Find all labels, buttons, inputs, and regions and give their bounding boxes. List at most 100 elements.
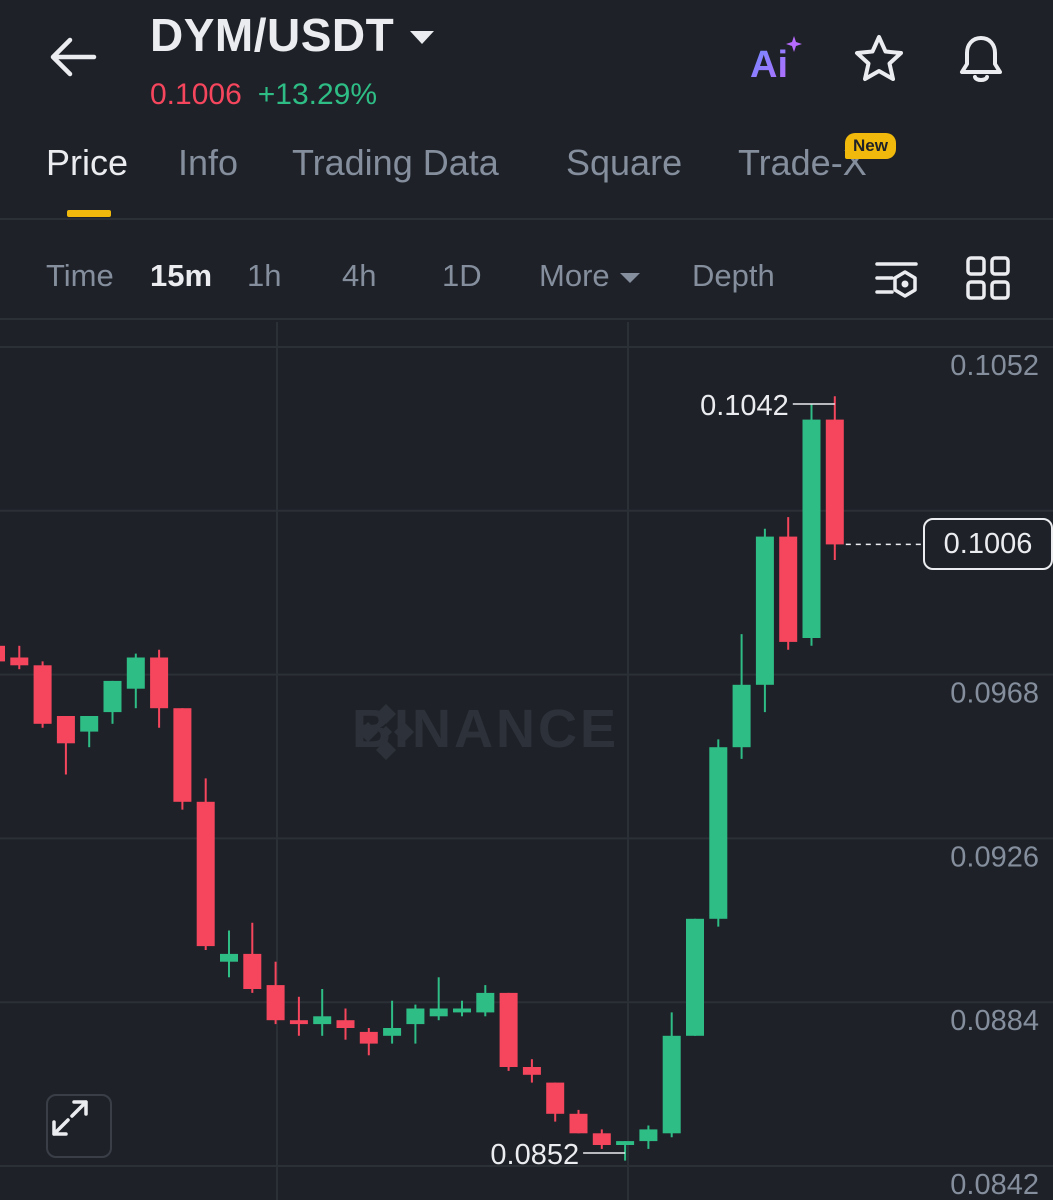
star-icon [855,35,903,81]
candle-body [173,708,192,802]
layout-grid-button[interactable] [962,252,1014,304]
candle-body [10,657,29,666]
candle-body [499,992,518,1067]
favorite-button[interactable] [850,32,908,86]
candle [56,716,75,775]
candle [0,645,5,662]
grid-icon [966,256,1010,300]
pair-selector[interactable]: DYM/USDT [150,8,435,62]
candle-body [150,657,169,709]
candle [80,716,99,748]
watermark: BINANCE [352,698,619,760]
candle-body [825,419,844,545]
candle-body [522,1067,541,1075]
candle [825,396,844,560]
candle-body [336,1020,355,1028]
candle-body [429,1008,448,1017]
fullscreen-button[interactable] [46,1094,112,1158]
candle [383,1000,402,1044]
candle [616,1141,635,1161]
indicator-settings-button[interactable] [872,252,924,304]
candle [686,918,704,1036]
interval-time[interactable]: Time [46,258,114,293]
header: DYM/USDT 0.1006 +13.29% Ai [0,0,1053,125]
candle [266,961,285,1025]
alert-button[interactable] [952,32,1010,86]
candle [569,1109,588,1134]
y-tick-label: 0.0926 [950,841,1039,873]
candle-body [196,801,215,947]
current-price-tag: 0.1006 [923,518,1053,571]
candle-body [662,1035,681,1134]
candle-body [616,1141,635,1145]
candle-body [243,953,262,989]
candle-body [220,953,238,962]
candle [313,989,332,1036]
y-tick-label: 0.0968 [950,678,1039,710]
candle [709,739,728,927]
back-button[interactable] [44,30,104,84]
candle [662,1012,681,1138]
candle [732,634,751,759]
indicator-settings-icon [875,262,918,298]
back-arrow-icon [50,37,97,77]
tab-trading-data[interactable]: Trading Data [292,142,499,183]
bell-icon [960,36,1002,82]
candle [755,528,774,713]
candle-body [266,985,285,1021]
candle-body [56,716,75,744]
last-price: 0.1006 [150,78,242,111]
price-summary: 0.1006 +13.29% [150,78,377,112]
ai-button[interactable]: Ai [748,32,806,86]
candle-body [406,1008,425,1025]
main-tabs: Price Info Trading Data Square Trade-X [0,130,1053,220]
candle [429,977,448,1021]
candle-body [546,1082,565,1114]
candle [126,653,145,709]
candle [499,992,518,1071]
candle [522,1059,541,1083]
candle-body [80,716,99,732]
tab-info[interactable]: Info [178,142,239,183]
candle [359,1028,378,1056]
candle-body [755,536,774,685]
interval-1h[interactable]: 1h [247,258,282,293]
interval-more[interactable]: More [539,258,640,294]
candle [243,922,262,993]
candle [592,1129,611,1149]
interval-1d[interactable]: 1D [442,258,482,293]
candle-body [476,992,495,1013]
candle-body [289,1020,308,1025]
candle-body [592,1133,611,1145]
candle-body [779,536,798,642]
candle [802,404,821,646]
svg-text:Ai: Ai [750,44,788,86]
candle-body [33,665,52,724]
interval-15m[interactable]: 15m [150,258,213,293]
price-chart[interactable]: 0.10520.10100.09680.09260.08840.08420.10… [0,322,1053,1200]
candle-body [453,1008,471,1013]
candle [289,996,308,1036]
tab-square[interactable]: Square [566,142,683,183]
depth-tab[interactable]: Depth [692,258,775,293]
candle [336,1008,355,1040]
expand-icon [52,1100,88,1136]
more-label: More [539,258,610,293]
candle-body [103,680,122,713]
candle [173,708,192,810]
candle [476,985,495,1017]
caret-down-icon [410,30,435,44]
candle [546,1082,565,1122]
tab-price[interactable]: Price [46,142,129,183]
candle [453,1000,471,1017]
interval-bar: Time 15m 1h 4h 1D More Depth [0,222,1053,320]
min-price-label: 0.0852 [490,1139,579,1171]
candle-body [709,747,728,919]
new-badge: New [845,133,896,159]
candle-body [359,1031,378,1044]
interval-4h[interactable]: 4h [342,258,377,293]
pair-title: DYM/USDT [150,9,395,61]
candlestick-chart: 0.10520.10100.09680.09260.08840.08420.10… [0,322,1053,1200]
caret-down-icon [619,272,640,283]
